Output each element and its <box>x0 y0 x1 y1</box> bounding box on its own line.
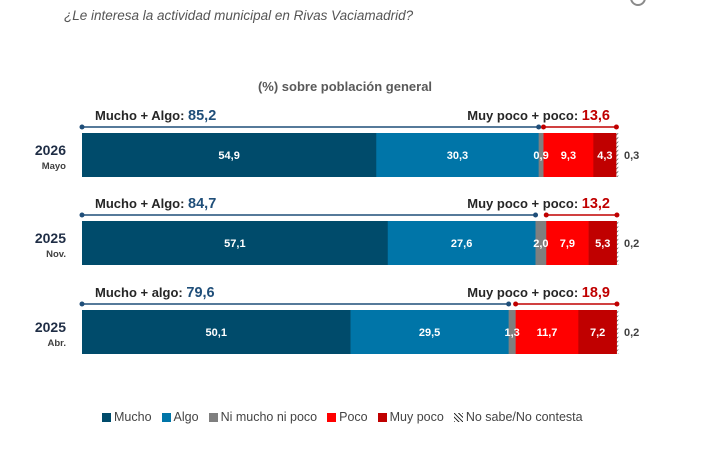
legend-label: No sabe/No contesta <box>465 410 583 424</box>
category-month: Abr. <box>48 338 66 349</box>
bar-segment <box>508 310 516 354</box>
data-label: 9,3 <box>561 150 576 162</box>
negative-bracket-dot <box>614 212 620 218</box>
positive-bracket-dot <box>79 301 85 307</box>
bar-segment <box>616 221 619 265</box>
legend-swatch <box>377 412 387 422</box>
positive-summary: Mucho + Algo: 84,7 <box>95 196 216 212</box>
data-label: 2,0 <box>533 238 548 250</box>
category-month: Mayo <box>42 161 66 172</box>
data-label: 0,9 <box>533 150 548 162</box>
negative-summary: Muy poco + poco: 13,6 <box>467 108 610 124</box>
bar-segment <box>82 310 351 354</box>
legend-swatch <box>208 412 218 422</box>
legend-label: Algo <box>173 410 199 424</box>
bar-segment <box>82 133 377 177</box>
data-label: 0,2 <box>624 238 639 250</box>
legend-label: Ni mucho ni poco <box>220 410 318 424</box>
negative-bracket-dot <box>513 301 519 307</box>
bar-segment <box>578 310 618 354</box>
positive-bracket-dot <box>533 212 539 218</box>
bar-segment <box>535 221 547 265</box>
bar-segment <box>588 221 618 265</box>
legend-swatch <box>161 412 171 422</box>
bar-segment <box>543 133 594 177</box>
legend-swatch <box>327 412 337 422</box>
category-year: 2026 <box>35 142 66 158</box>
positive-summary: Mucho + Algo: 85,2 <box>95 108 216 124</box>
data-label: 5,3 <box>595 238 610 250</box>
negative-bracket-dot <box>613 124 619 130</box>
bar-segment <box>538 133 544 177</box>
positive-bracket-dot <box>79 124 85 130</box>
positive-bracket-dot <box>536 124 542 130</box>
positive-summary: Mucho + algo: 79,6 <box>95 285 215 301</box>
legend-item: Ni mucho ni poco <box>208 410 318 424</box>
category-month: Nov. <box>46 249 66 260</box>
bar-segment <box>350 310 509 354</box>
chart-title: (%) sobre población general <box>258 79 432 94</box>
stacked-bar-chart: (%) sobre población general 54,9 30,3 0,9 9,… <box>35 79 639 354</box>
data-label: 7,9 <box>560 238 575 250</box>
data-label: 57,1 <box>224 238 245 250</box>
data-label: 29,5 <box>419 327 440 339</box>
bar-segment <box>82 221 389 265</box>
data-label: 0,3 <box>624 150 639 162</box>
bar-segment <box>593 133 617 177</box>
legend-item: Algo <box>161 410 199 424</box>
legend-label: Mucho <box>114 410 152 424</box>
bar-segment <box>387 221 536 265</box>
bar-segment <box>515 310 579 354</box>
data-label: 11,7 <box>537 327 558 339</box>
data-label: 4,3 <box>597 150 612 162</box>
bar-segment <box>376 133 539 177</box>
legend-item: Mucho <box>102 410 152 424</box>
category-year: 2025 <box>35 230 66 246</box>
data-label: 7,2 <box>590 327 605 339</box>
bar-segment <box>546 221 589 265</box>
legend-swatch <box>453 412 463 422</box>
bar-segment <box>616 133 619 177</box>
data-label: 27,6 <box>451 238 472 250</box>
legend-label: Poco <box>339 410 368 424</box>
bar-segment <box>616 310 619 354</box>
data-label: 30,3 <box>447 150 468 162</box>
data-label: 1,3 <box>504 327 519 339</box>
legend-item: Poco <box>327 410 368 424</box>
legend-swatch <box>102 412 111 422</box>
positive-bracket-dot <box>79 212 85 218</box>
legend-item: No sabe/No contesta <box>453 410 583 424</box>
data-label: 54,9 <box>218 150 239 162</box>
data-label: 0,2 <box>624 327 639 339</box>
question-text: ¿Le interesa la actividad municipal en R… <box>64 8 414 23</box>
category-year: 2025 <box>35 319 66 335</box>
negative-bracket-dot <box>540 124 546 130</box>
positive-bracket-dot <box>506 301 512 307</box>
negative-summary: Muy poco + poco: 13,2 <box>467 196 610 212</box>
legend-label: Muy poco <box>389 410 444 424</box>
negative-bracket-dot <box>543 212 549 218</box>
negative-summary: Muy poco + poco: 18,9 <box>467 285 610 301</box>
data-label: 50,1 <box>206 327 227 339</box>
legend: Mucho Algo Ni mucho ni poco Poco Muy poco No … <box>102 410 583 424</box>
legend-item: Muy poco <box>377 410 444 424</box>
negative-bracket-dot <box>614 301 620 307</box>
